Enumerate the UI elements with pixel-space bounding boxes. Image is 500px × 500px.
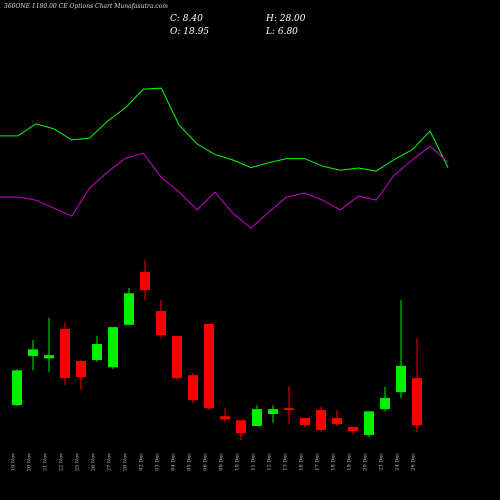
candle-body <box>268 409 278 414</box>
candle-body <box>44 355 54 359</box>
x-tick-label: 20 Dec <box>363 453 369 471</box>
candle-body <box>108 327 118 368</box>
close-label: C: 8.40 <box>170 14 203 24</box>
candle-body <box>284 408 294 410</box>
high-label: H: 28.00 <box>265 14 306 24</box>
x-tick-label: 16 Dec <box>299 453 305 471</box>
x-tick-label: 17 Dec <box>315 453 321 471</box>
x-tick-label: 26 Dec <box>411 453 417 471</box>
x-tick-label: 18 Dec <box>331 453 337 471</box>
candle-body <box>60 328 70 378</box>
x-tick-label: 20 Nov <box>27 453 33 471</box>
candle-body <box>188 375 198 401</box>
candle-body <box>236 420 246 434</box>
candle-body <box>156 311 166 336</box>
x-tick-label: 04 Dec <box>171 453 177 471</box>
x-tick-label: 28 Nov <box>123 453 129 471</box>
x-tick-label: 11 Dec <box>251 453 257 471</box>
open-label: O: 18.95 <box>170 27 209 37</box>
candle-body <box>300 418 310 426</box>
candle-body <box>220 416 230 420</box>
x-tick-label: 02 Dec <box>139 453 145 471</box>
candle-body <box>364 411 374 435</box>
x-tick-label: 19 Dec <box>347 453 353 471</box>
x-tick-label: 09 Dec <box>219 453 225 471</box>
low-label: L: 6.80 <box>265 27 298 37</box>
candle-body <box>76 360 86 378</box>
x-tick-label: 23 Dec <box>379 453 385 471</box>
x-tick-label: 03 Dec <box>155 453 161 471</box>
candle-body <box>332 418 342 425</box>
x-tick-label: 05 Dec <box>187 453 193 471</box>
x-tick-label: 06 Dec <box>203 453 209 471</box>
x-tick-label: 13 Dec <box>283 453 289 471</box>
candle-body <box>124 293 134 325</box>
x-tick-label: 27 Nov <box>107 453 113 471</box>
x-tick-label: 21 Nov <box>43 453 49 471</box>
candle-body <box>12 370 22 406</box>
x-tick-label: 12 Dec <box>267 453 273 471</box>
candle-body <box>204 323 214 409</box>
x-tick-label: 25 Nov <box>75 453 81 471</box>
candle-body <box>348 426 358 431</box>
indicator-line <box>0 87 449 172</box>
candle-body <box>252 409 262 427</box>
x-tick-label: 10 Dec <box>235 453 241 471</box>
candle-body <box>28 349 38 357</box>
candle-body <box>396 365 406 393</box>
candle-body <box>140 271 150 291</box>
candle-body <box>172 336 182 378</box>
x-tick-label: 26 Nov <box>91 453 97 471</box>
candle-body <box>380 397 390 410</box>
chart-title: 360ONE 1180.00 CE Options Chart Munafasu… <box>4 3 168 10</box>
x-tick-label: 22 Nov <box>59 453 65 471</box>
candle-body <box>412 378 422 426</box>
candle-body <box>92 344 102 361</box>
x-tick-label: 19 Nov <box>11 453 17 471</box>
indicator-line <box>0 145 449 229</box>
candle-body <box>316 409 326 431</box>
x-tick-label: 24 Dec <box>395 453 401 471</box>
